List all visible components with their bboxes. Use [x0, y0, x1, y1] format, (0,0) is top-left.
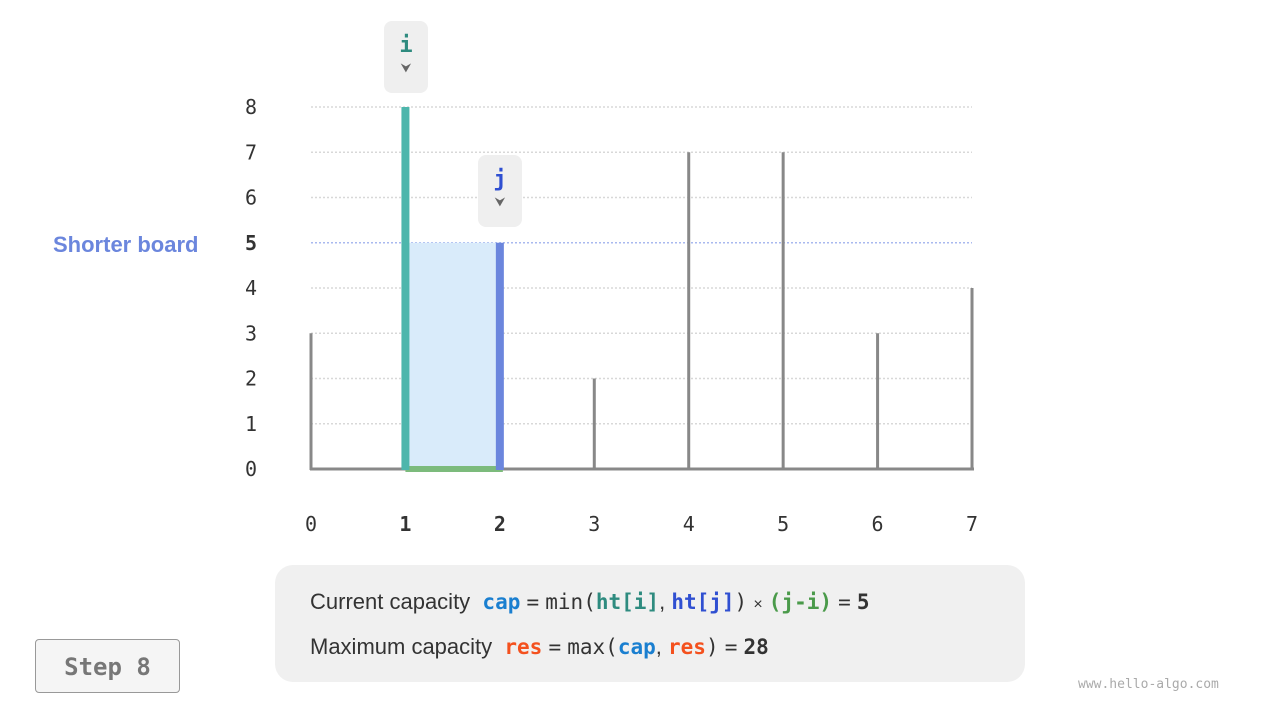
step-button[interactable]: Step 8 — [35, 639, 180, 693]
x-tick-label: 2 — [494, 512, 506, 536]
comma: , — [655, 634, 662, 659]
cap-value: 5 — [856, 590, 870, 614]
paren: ) — [734, 590, 748, 614]
arrow-down-icon: ⮟ — [400, 60, 412, 75]
pointer-i: i ⮟ — [384, 21, 428, 93]
y-tick-label: 0 — [245, 457, 257, 481]
x-tick-label: 6 — [872, 512, 884, 536]
pointer-j-label: j — [493, 167, 507, 192]
x-tick-label: 1 — [399, 512, 411, 536]
x-tick-label: 7 — [966, 512, 978, 536]
equals: = — [838, 590, 851, 614]
y-tick-label: 5 — [245, 231, 257, 255]
pointer-j: j ⮟ — [478, 155, 522, 227]
current-capacity-line: Current capacity cap = min(ht[i], ht[j])… — [310, 589, 870, 615]
pointer-i-label: i — [399, 33, 413, 58]
times: × — [753, 596, 763, 613]
water-area — [405, 242, 500, 469]
maximum-capacity-line: Maximum capacity res = max(cap, res) = 2… — [310, 634, 769, 660]
res-var: res — [668, 635, 706, 659]
formula-panel: Current capacity cap = min(ht[i], ht[j])… — [275, 565, 1025, 682]
res-var: res — [504, 635, 543, 659]
y-tick-label: 3 — [245, 321, 257, 345]
arrow-down-icon: ⮟ — [494, 194, 506, 209]
x-tick-label: 4 — [683, 512, 695, 536]
shorter-board-label: Shorter board — [53, 232, 199, 257]
paren: ) — [705, 635, 719, 659]
res-value: 28 — [743, 635, 769, 659]
x-tick-label: 5 — [777, 512, 789, 536]
y-tick-label: 1 — [245, 412, 257, 436]
y-tick-label: 7 — [245, 140, 257, 164]
x-tick-label: 0 — [305, 512, 317, 536]
comma: , — [659, 589, 666, 614]
y-tick-label: 8 — [245, 95, 257, 119]
cap-var: cap — [482, 590, 521, 614]
equals: = — [526, 590, 540, 614]
current-capacity-label: Current capacity — [310, 589, 471, 614]
equals: = — [724, 635, 738, 659]
y-tick-label: 2 — [245, 367, 257, 391]
y-tick-label: 4 — [245, 276, 257, 300]
ht-i: ht[i] — [595, 590, 660, 614]
watermark: www.hello-algo.com — [1078, 677, 1219, 692]
ht-j: ht[j] — [671, 590, 735, 614]
max-fn: max( — [567, 635, 618, 659]
cap-var: cap — [617, 635, 656, 659]
equals: = — [548, 635, 562, 659]
y-tick-label: 6 — [245, 186, 257, 210]
maximum-capacity-label: Maximum capacity — [310, 634, 493, 659]
x-tick-label: 3 — [588, 512, 600, 536]
j-minus-i: (j-i) — [768, 590, 832, 614]
min-fn: min( — [545, 590, 596, 614]
